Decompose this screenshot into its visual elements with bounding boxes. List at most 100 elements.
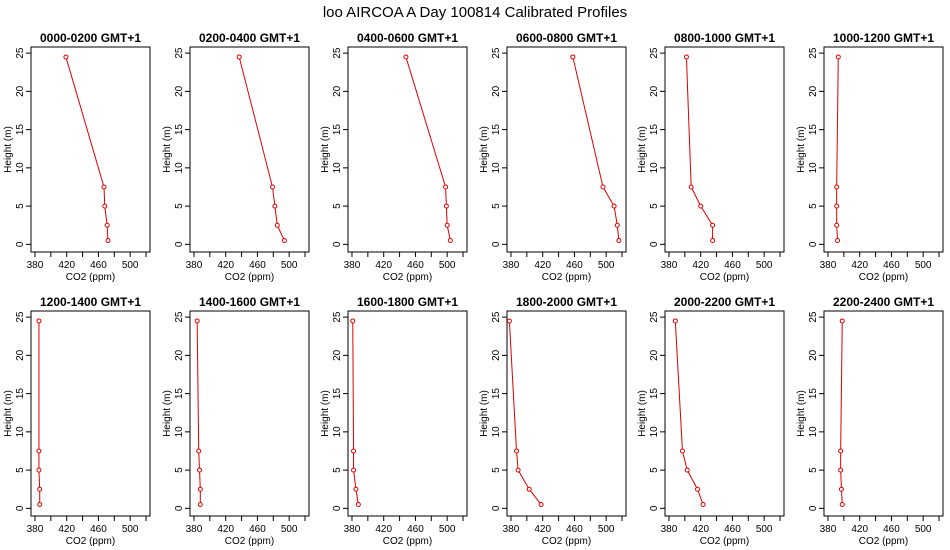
y-tick-label: 25 xyxy=(15,311,26,323)
profile-panel: 1800-2000 GMT+1 380 420 460 500 0 5 10 15 20 25 CO2… xyxy=(479,295,627,547)
profile-panel: 0000-0200 GMT+1 380 420 460 500 0 5 10 15 20 25 CO2… xyxy=(3,31,151,283)
x-tick-label: 500 xyxy=(281,260,298,271)
x-axis-label: CO2 (ppm) xyxy=(542,272,591,283)
x-axis-label: CO2 (ppm) xyxy=(700,272,749,283)
x-axis-label: CO2 (ppm) xyxy=(383,272,432,283)
x-tick-label: 420 xyxy=(375,524,392,535)
panel-title: 1800-2000 GMT+1 xyxy=(516,295,617,309)
plot-frame xyxy=(664,310,785,517)
y-tick-label: 5 xyxy=(332,467,343,473)
profile-point xyxy=(688,184,694,190)
y-tick-label: 25 xyxy=(649,47,660,59)
y-tick-label: 0 xyxy=(491,241,502,247)
profile-point xyxy=(281,238,287,244)
profile-point xyxy=(838,448,844,454)
y-tick-label: 5 xyxy=(491,467,502,473)
x-axis-label: CO2 (ppm) xyxy=(383,536,432,547)
profile-point xyxy=(834,184,840,190)
y-tick-label: 10 xyxy=(808,426,819,438)
profile-point xyxy=(105,238,111,244)
x-tick-label: 420 xyxy=(692,524,709,535)
y-tick-label: 5 xyxy=(491,203,502,209)
profile-point xyxy=(194,318,200,324)
profile-panel: 0400-0600 GMT+1 380 420 460 500 0 5 10 15 20 25 CO2… xyxy=(320,31,468,283)
profile-line-segment xyxy=(836,56,839,187)
profile-point xyxy=(700,502,706,508)
profile-point xyxy=(274,222,280,228)
profile-line-segment xyxy=(405,56,447,188)
profile-point xyxy=(570,54,576,60)
x-tick-label: 380 xyxy=(344,260,361,271)
profile-point xyxy=(351,448,357,454)
profile-point xyxy=(710,222,716,228)
x-tick-label: 500 xyxy=(756,524,773,535)
x-tick-label: 500 xyxy=(915,260,932,271)
profile-point xyxy=(614,222,620,228)
profile-line-segment xyxy=(840,489,843,505)
y-axis-label: Height (m) xyxy=(796,390,807,437)
profile-line-segment xyxy=(674,320,683,452)
x-tick-label: 500 xyxy=(598,524,615,535)
y-tick-label: 15 xyxy=(332,124,343,136)
y-axis-label: Height (m) xyxy=(479,390,490,437)
profile-line-segment xyxy=(272,186,276,207)
panel-title: 1200-1400 GMT+1 xyxy=(40,295,141,309)
profile-point xyxy=(36,448,42,454)
profile-line-segment xyxy=(445,186,447,207)
x-tick-label: 380 xyxy=(186,524,203,535)
profile-line-segment xyxy=(106,225,109,241)
profile-point xyxy=(197,467,203,473)
y-tick-label: 0 xyxy=(649,241,660,247)
profile-panel: 2000-2200 GMT+1 380 420 460 500 0 5 10 15 20 25 CO2… xyxy=(637,295,785,547)
y-tick-label: 10 xyxy=(332,426,343,438)
x-tick-label: 380 xyxy=(503,524,520,535)
y-tick-label: 15 xyxy=(649,124,660,136)
y-tick-label: 5 xyxy=(649,203,660,209)
profile-panel: 0800-1000 GMT+1 380 420 460 500 0 5 10 15 20 25 CO2… xyxy=(637,31,785,283)
x-tick-label: 500 xyxy=(122,524,139,535)
x-tick-label: 420 xyxy=(692,260,709,271)
plot-frame xyxy=(347,46,468,253)
profile-line-segment xyxy=(616,225,620,241)
x-tick-label: 380 xyxy=(503,260,520,271)
x-tick-label: 500 xyxy=(439,524,456,535)
x-tick-label: 380 xyxy=(661,260,678,271)
x-tick-label: 380 xyxy=(186,260,203,271)
y-tick-label: 10 xyxy=(174,426,185,438)
x-tick-label: 420 xyxy=(851,524,868,535)
x-axis-label: CO2 (ppm) xyxy=(225,272,274,283)
plot-frame xyxy=(189,46,310,253)
y-tick-label: 0 xyxy=(808,505,819,511)
profile-point xyxy=(839,318,845,324)
profile-point xyxy=(37,502,43,508)
profile-point xyxy=(616,238,622,244)
x-tick-label: 460 xyxy=(407,524,424,535)
profile-point xyxy=(102,203,108,209)
panel-title: 2200-2400 GMT+1 xyxy=(833,295,934,309)
y-tick-label: 25 xyxy=(808,311,819,323)
x-tick-label: 420 xyxy=(375,260,392,271)
y-axis-label: Height (m) xyxy=(320,126,331,173)
x-tick-label: 380 xyxy=(820,524,837,535)
x-tick-label: 460 xyxy=(724,524,741,535)
profile-point xyxy=(272,203,278,209)
y-axis-label: Height (m) xyxy=(796,126,807,173)
x-tick-label: 460 xyxy=(249,260,266,271)
y-tick-label: 5 xyxy=(15,203,26,209)
x-axis-label: CO2 (ppm) xyxy=(66,272,115,283)
y-tick-label: 15 xyxy=(491,388,502,400)
y-tick-label: 20 xyxy=(15,349,26,361)
x-axis-label: CO2 (ppm) xyxy=(542,536,591,547)
y-tick-label: 20 xyxy=(332,85,343,97)
profile-line-segment xyxy=(572,56,604,188)
plot-frame xyxy=(823,46,944,253)
profile-point xyxy=(683,54,689,60)
profile-point xyxy=(355,502,361,508)
profile-line-segment xyxy=(103,186,106,207)
profile-line-segment xyxy=(445,206,448,226)
y-tick-label: 15 xyxy=(174,388,185,400)
profile-panel: 0600-0800 GMT+1 380 420 460 500 0 5 10 15 20 25 CO2… xyxy=(479,31,627,283)
x-tick-label: 380 xyxy=(661,524,678,535)
profile-point xyxy=(538,502,544,508)
